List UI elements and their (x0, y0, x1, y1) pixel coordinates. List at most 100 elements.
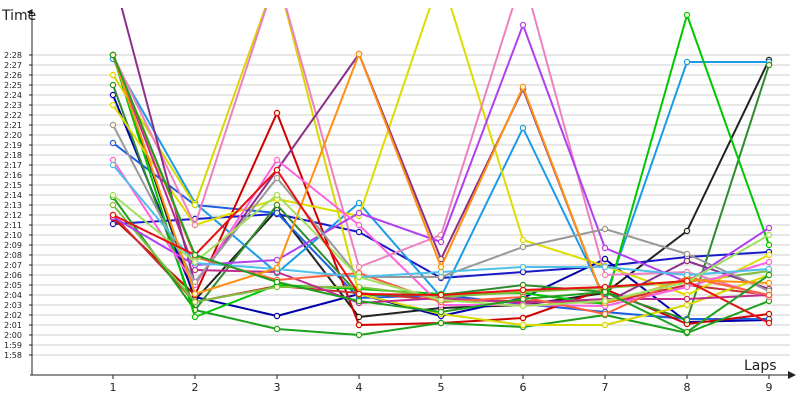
data-point (601, 288, 609, 296)
data-point (519, 21, 527, 29)
x-tick-label: 5 (438, 381, 445, 394)
data-point (601, 225, 609, 233)
x-tick-label: 1 (110, 381, 117, 394)
series-12 (109, 8, 773, 299)
data-point (765, 258, 773, 266)
data-point (109, 81, 117, 89)
data-point (519, 314, 527, 322)
data-point (601, 321, 609, 329)
data-point (765, 291, 773, 299)
y-tick-label: 1:59 (4, 341, 22, 350)
y-tick-label: 2:07 (4, 261, 22, 270)
data-point (519, 295, 527, 303)
y-tick-label: 2:00 (4, 331, 22, 340)
data-point (601, 244, 609, 252)
y-tick-label: 2:09 (4, 241, 22, 250)
y-axis-title: Time (1, 8, 36, 24)
data-point (273, 166, 281, 174)
data-point (765, 265, 773, 273)
data-point (765, 271, 773, 279)
data-point (519, 302, 527, 310)
data-point (765, 251, 773, 259)
tick-labels: 1:581:592:002:012:022:032:042:052:062:07… (4, 51, 773, 394)
x-tick-label: 2 (192, 381, 199, 394)
data-point (191, 258, 199, 266)
data-point (109, 191, 117, 199)
data-point (355, 290, 363, 298)
x-tick-label: 7 (602, 381, 609, 394)
series-25 (109, 51, 773, 336)
data-point (273, 312, 281, 320)
data-point (191, 313, 199, 321)
y-tick-label: 2:22 (4, 111, 22, 120)
x-axis-title: Laps (744, 358, 777, 374)
y-tick-label: 2:02 (4, 311, 22, 320)
y-tick-label: 2:19 (4, 141, 22, 150)
y-tick-label: 2:16 (4, 171, 22, 180)
data-point (355, 273, 363, 281)
data-point (191, 298, 199, 306)
data-point (191, 278, 199, 286)
x-tick-label: 8 (684, 381, 691, 394)
data-point (683, 301, 691, 309)
data-point (683, 295, 691, 303)
data-point (519, 243, 527, 251)
x-tick-label: 4 (356, 381, 363, 394)
data-point (765, 319, 773, 327)
data-point (109, 161, 117, 169)
y-tick-label: 2:15 (4, 181, 22, 190)
y-tick-label: 2:01 (4, 321, 22, 330)
data-point (355, 228, 363, 236)
data-point (601, 255, 609, 263)
data-point (109, 121, 117, 129)
x-tick-label: 9 (766, 381, 773, 394)
data-point (355, 199, 363, 207)
series-line (112, 8, 770, 296)
y-tick-label: 2:17 (4, 161, 22, 170)
y-tick-label: 2:14 (4, 191, 22, 200)
y-tick-label: 2:13 (4, 201, 22, 210)
y-tick-label: 2:20 (4, 131, 22, 140)
data-point (109, 139, 117, 147)
data-point (437, 263, 445, 271)
data-point (355, 331, 363, 339)
y-tick-label: 2:08 (4, 251, 22, 260)
data-point (273, 201, 281, 209)
data-point (683, 257, 691, 265)
data-point (765, 241, 773, 249)
data-point (273, 174, 281, 182)
data-point (601, 310, 609, 318)
data-point (437, 291, 445, 299)
y-tick-label: 2:04 (4, 291, 22, 300)
data-point (683, 328, 691, 336)
data-point (355, 263, 363, 271)
data-point (765, 310, 773, 318)
y-tick-label: 2:11 (4, 221, 22, 230)
data-point (683, 58, 691, 66)
data-point (601, 271, 609, 279)
data-point (355, 321, 363, 329)
data-point (109, 91, 117, 99)
data-point (519, 124, 527, 132)
data-point (765, 224, 773, 232)
data-point (437, 308, 445, 316)
data-point (273, 278, 281, 286)
data-point (601, 263, 609, 271)
y-tick-label: 1:58 (4, 351, 22, 360)
data-point (683, 277, 691, 285)
series-group (109, 8, 773, 339)
y-tick-label: 2:12 (4, 211, 22, 220)
data-point (191, 201, 199, 209)
data-point (437, 319, 445, 327)
y-tick-label: 2:27 (4, 61, 22, 70)
y-tick-label: 2:24 (4, 91, 22, 100)
data-point (191, 221, 199, 229)
data-point (109, 101, 117, 109)
data-point (109, 211, 117, 219)
data-point (355, 209, 363, 217)
data-point (191, 290, 199, 298)
data-point (519, 263, 527, 271)
data-point (519, 83, 527, 91)
data-point (273, 109, 281, 117)
